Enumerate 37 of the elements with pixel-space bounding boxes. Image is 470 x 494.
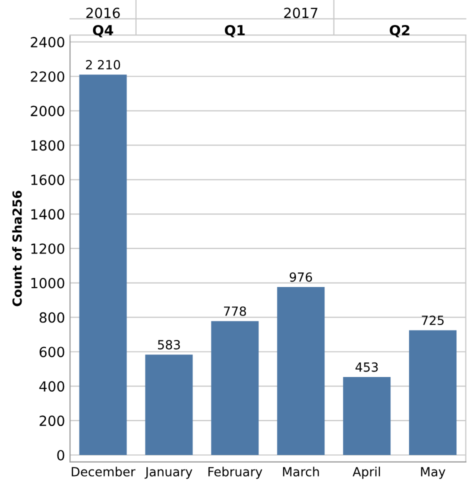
data-label: 2 210 [86,60,120,70]
data-label: 976 [290,272,312,282]
x-tick-label: January [144,467,192,479]
text: 2016 [86,8,120,18]
bar [211,321,259,456]
bar [409,330,457,456]
y-tick-label: 400 [39,381,64,392]
y-tick-label: 1000 [31,278,64,288]
bar [343,377,391,456]
y-tick-label: 1400 [31,209,64,220]
data-label: 453 [356,362,378,372]
x-tick-label: December [72,466,136,476]
y-tick-label: 600 [40,346,64,358]
data-label: 725 [422,316,444,326]
y-tick-label: 800 [40,312,64,323]
y-tick-label: 1600 [31,174,64,186]
data-label: 778 [224,306,246,316]
text: 2017 [284,8,318,18]
annotation: Q4 [92,24,114,38]
y-tick-label: 2200 [30,71,64,82]
x-tick-label: March [283,466,319,476]
annotation: Q2 [390,24,410,38]
y-tick-label: 2000 [30,106,64,116]
bar [79,74,127,456]
y-tick-label: 200 [40,416,64,426]
bar [277,287,325,456]
y-tick-label: 1800 [31,140,64,151]
x-tick-label: February [208,466,262,479]
y-axis-title: Count of Sha256 [12,190,22,306]
y-tick-label: 2400 [30,36,64,48]
data-label: 583 [158,340,180,350]
y-tick-label: 1200 [31,243,64,254]
x-tick-label: May [421,467,446,479]
bar [145,354,193,456]
annotation: Q1 [224,24,245,38]
y-tick-label: 0 [57,450,64,460]
x-tick-label: April [352,466,380,479]
